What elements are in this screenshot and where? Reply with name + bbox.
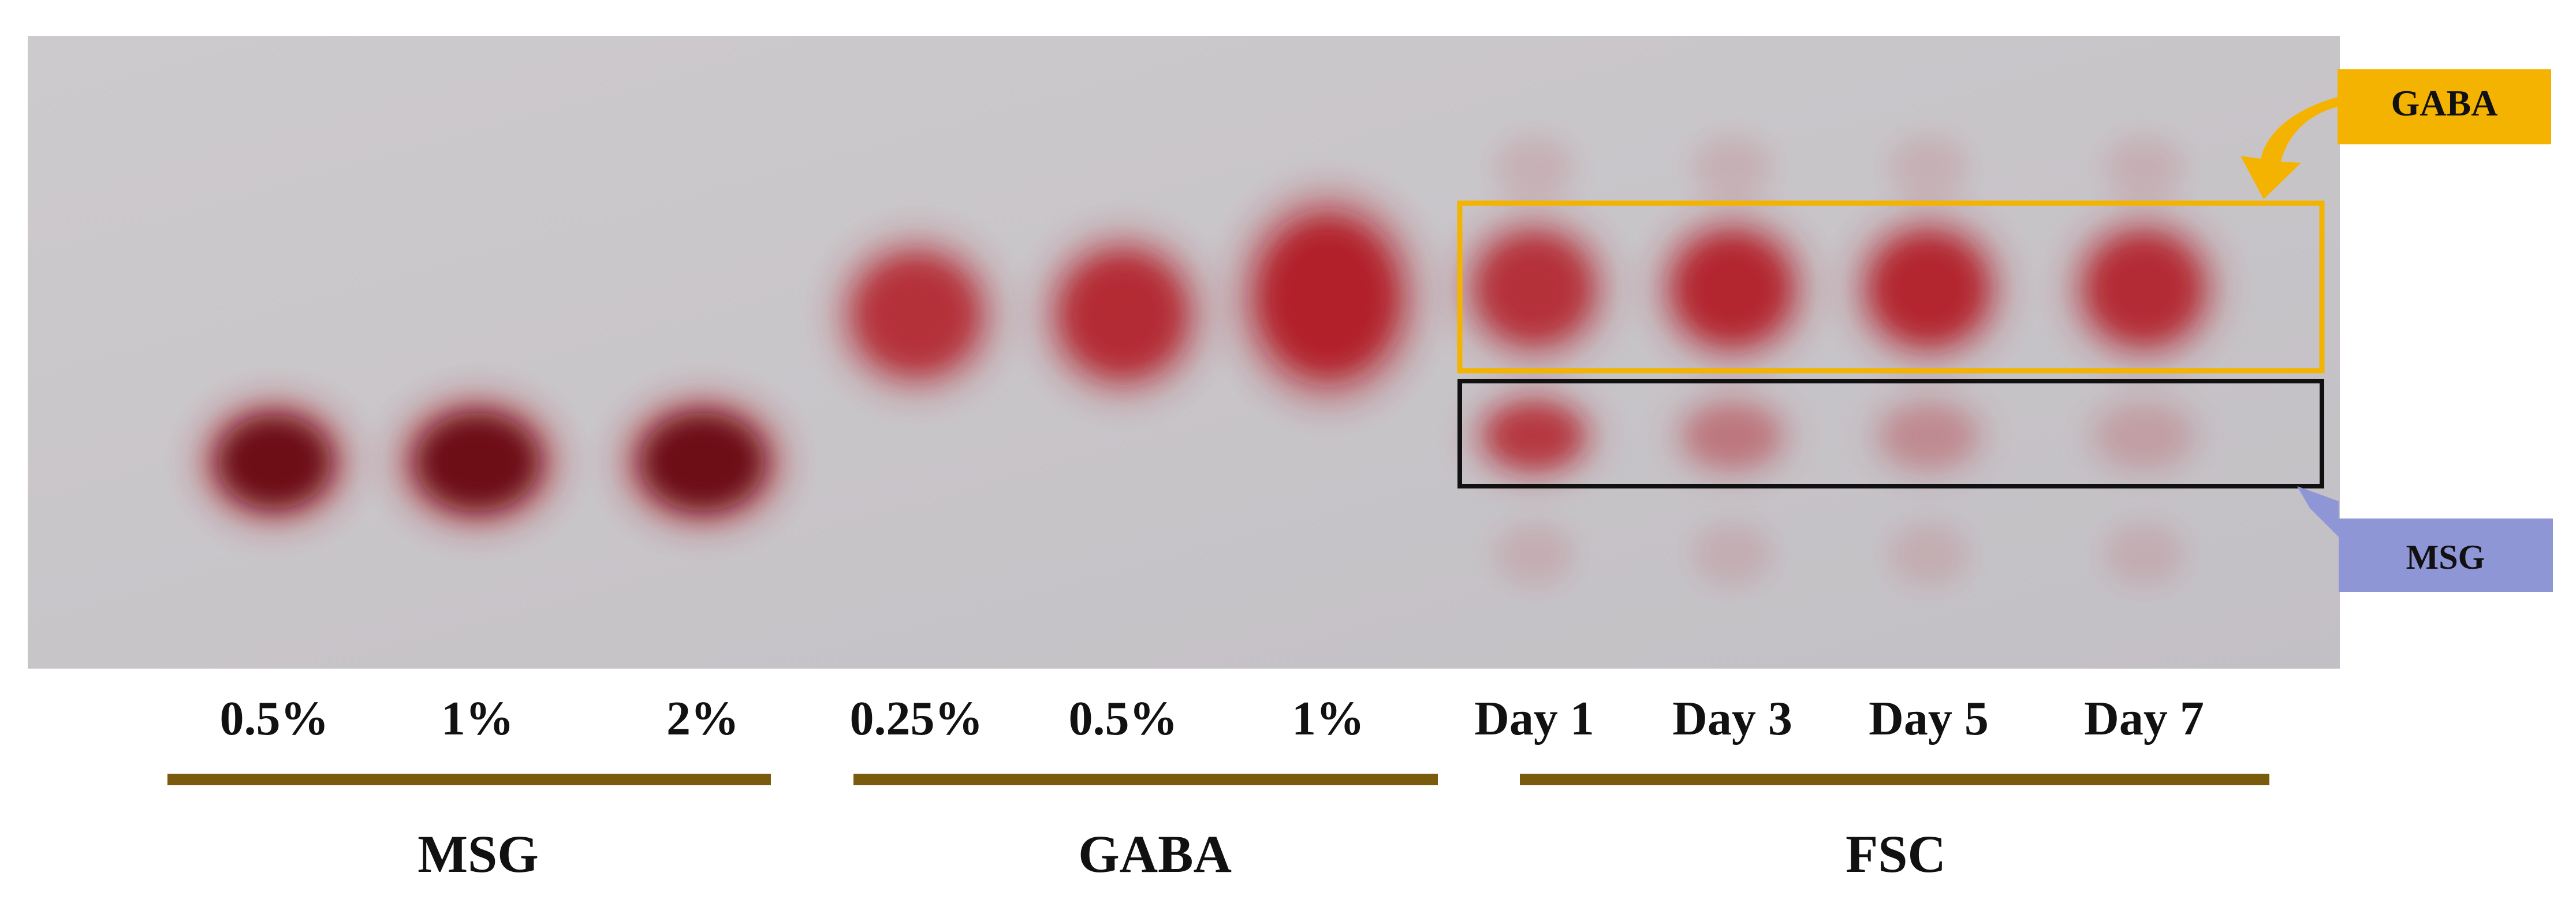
gaba-callout-box: [2338, 69, 2551, 144]
tlc-spot-gaba: [855, 256, 978, 374]
tlc-spot-gaba: [1259, 219, 1397, 376]
group-label: MSG: [417, 825, 539, 883]
lane-label: Day 3: [1672, 692, 1792, 745]
gaba-callout-arrow: [2241, 97, 2338, 199]
tlc-spot-gaba: [2087, 234, 2201, 343]
lane-label: 0.5%: [220, 692, 329, 745]
tlc-spots: [197, 136, 2221, 586]
tlc-spot-gaba: [1872, 234, 1985, 343]
faint-band: [1888, 523, 1969, 586]
group-label: GABA: [1078, 825, 1232, 883]
tlc-spot-gaba: [1478, 234, 1591, 343]
lane-label: Day 1: [1474, 692, 1594, 745]
faint-band: [1692, 136, 1773, 199]
tlc-spot-gaba: [1676, 234, 1789, 343]
tlc-spot-msg: [416, 413, 539, 511]
group-label: FSC: [1846, 825, 1946, 883]
gaba-callout: GABA: [2241, 69, 2551, 199]
faint-band: [2104, 523, 2184, 586]
tlc-spot-msg: [2097, 404, 2191, 468]
group-bars: MSG GABA FSC: [167, 774, 2269, 883]
group-bar: [167, 774, 771, 785]
group-bar: [853, 774, 1438, 785]
msg-highlight-box: [1457, 379, 2324, 488]
faint-band: [2104, 136, 2184, 199]
lane-label: 1%: [1292, 692, 1365, 745]
gaba-callout-label: GABA: [2391, 83, 2498, 124]
faint-band: [1888, 136, 1969, 199]
lane-label: Day 7: [2084, 692, 2204, 745]
msg-callout-box: [2297, 486, 2553, 592]
tlc-spot-msg: [641, 413, 765, 511]
faint-band: [1692, 523, 1773, 586]
group-bar: [1520, 774, 2269, 785]
tlc-spot-msg: [1882, 404, 1975, 468]
tlc-spot-gaba: [1061, 253, 1185, 376]
tlc-spot-msg: [1686, 404, 1779, 468]
lane-label: 1%: [441, 692, 514, 745]
gaba-highlight-box: [1457, 200, 2325, 374]
lane-label: Day 5: [1869, 692, 1989, 745]
msg-callout-label: MSG: [2406, 538, 2485, 576]
lane-label: 2%: [666, 692, 739, 745]
lane-label: 0.25%: [850, 692, 983, 745]
faint-band: [1494, 136, 1575, 199]
faint-band: [1494, 523, 1575, 586]
lane-label: 0.5%: [1069, 692, 1178, 745]
lane-labels: 0.5% 1% 2% 0.25% 0.5% 1% Day 1 Day 3 Day 5 Day 7: [220, 692, 2204, 745]
msg-callout: MSG: [2297, 486, 2553, 592]
tlc-spot-msg: [1488, 404, 1581, 468]
tlc-spot-msg: [218, 415, 331, 509]
